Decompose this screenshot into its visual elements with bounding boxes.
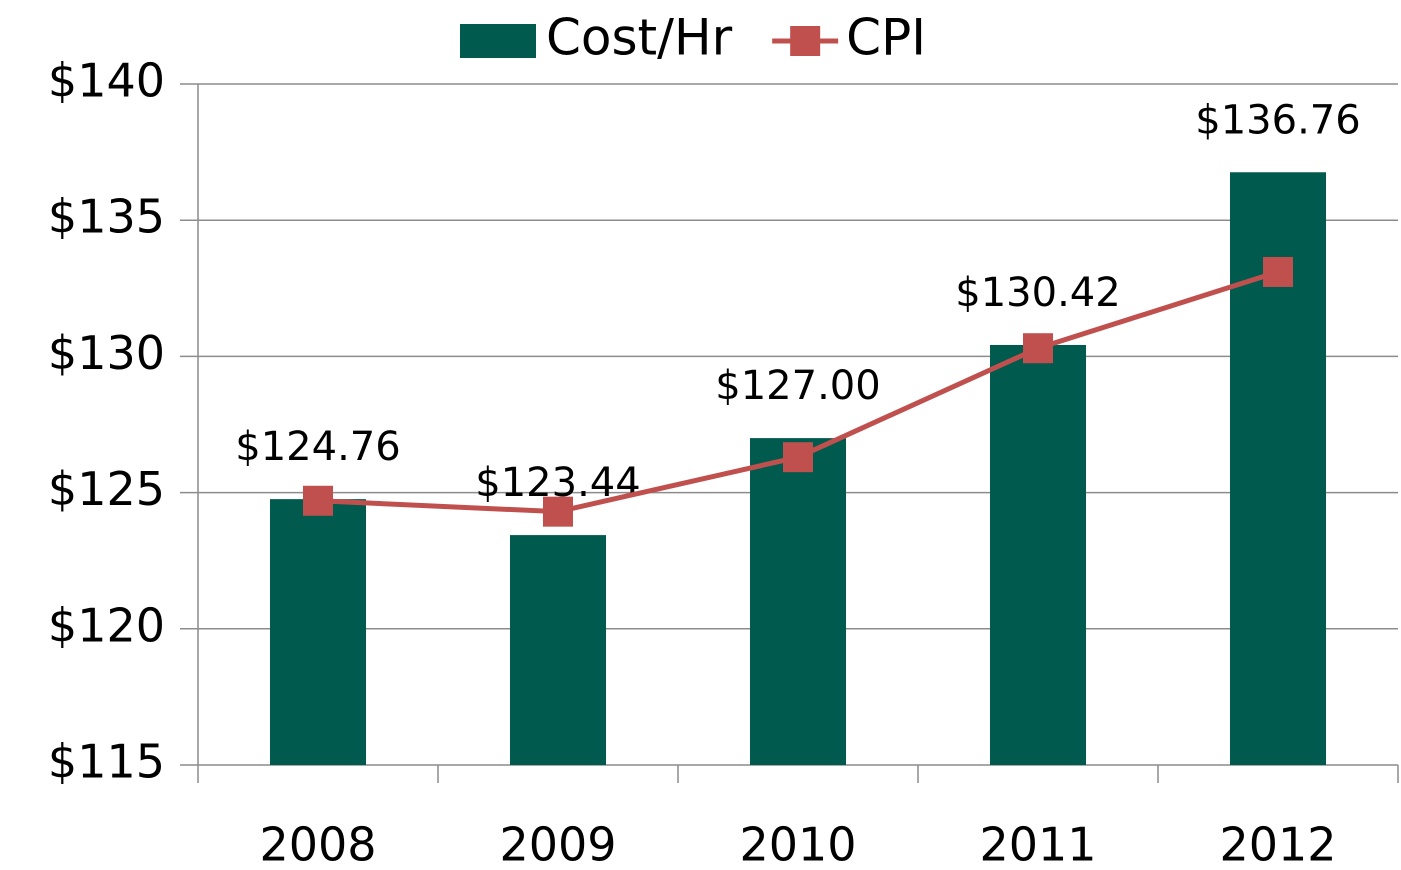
x-tick-label: 2008: [259, 818, 376, 870]
y-tick-label: $115: [48, 735, 165, 789]
bar: [990, 344, 1086, 765]
data-label: $127.00: [715, 363, 880, 409]
legend-swatch: [460, 24, 536, 58]
legend-label: Cost/Hr: [546, 9, 733, 67]
line-marker: [783, 442, 813, 473]
legend-label: CPI: [846, 9, 926, 67]
line-marker: [1263, 256, 1293, 287]
y-tick-label: $130: [48, 326, 165, 380]
y-tick-label: $135: [48, 190, 165, 244]
bar: [510, 535, 606, 765]
bar: [270, 499, 366, 765]
y-tick-label: $120: [48, 598, 165, 652]
x-tick-label: 2011: [979, 818, 1096, 870]
x-tick-label: 2009: [499, 818, 616, 870]
data-label: $136.76: [1195, 97, 1360, 143]
x-tick-label: 2012: [1219, 818, 1336, 870]
line-marker: [543, 496, 573, 527]
data-label: $130.42: [955, 270, 1120, 316]
y-tick-label: $140: [48, 54, 165, 108]
legend-marker: [790, 26, 821, 56]
x-tick-label: 2010: [739, 818, 856, 870]
line-marker: [303, 485, 333, 516]
bar: [750, 438, 846, 765]
y-tick-label: $125: [48, 462, 165, 516]
data-label: $124.76: [235, 424, 400, 470]
line-marker: [1023, 333, 1053, 364]
